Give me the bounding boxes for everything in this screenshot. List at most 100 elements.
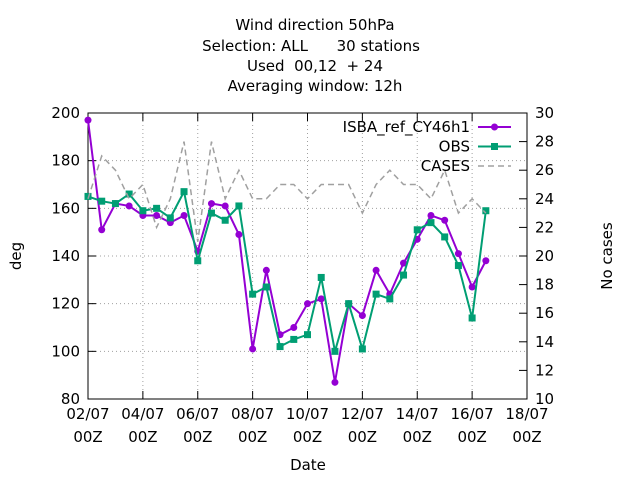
point: [153, 204, 161, 212]
point: [262, 283, 270, 291]
point: [249, 345, 257, 353]
y2-tick-label: 20: [535, 247, 554, 265]
point: [331, 378, 339, 386]
y2-tick-label: 10: [535, 390, 554, 408]
point: [166, 214, 174, 222]
legend-marker: [491, 123, 498, 131]
title-line: Used 00,12 + 24: [247, 57, 383, 75]
point: [290, 324, 298, 331]
x-tick-label-line: 00Z: [293, 428, 322, 446]
y2-tick-label: 16: [535, 304, 554, 322]
point: [207, 200, 215, 208]
point: [98, 226, 106, 234]
series-line: [87, 141, 487, 242]
point: [221, 202, 229, 210]
point: [139, 207, 147, 215]
point: [235, 231, 243, 239]
y2-tick-label: 26: [535, 161, 554, 179]
title-line: Averaging window: 12h: [228, 77, 403, 95]
x-axis-label: Date: [290, 456, 326, 474]
y-tick-label: 180: [51, 152, 80, 170]
x-tick-label-line: 04/07: [121, 405, 164, 423]
point: [454, 250, 462, 258]
point: [290, 335, 298, 343]
x-tick-label-line: 14/07: [396, 405, 439, 423]
x-tick-label-line: 00Z: [403, 428, 432, 446]
x-tick-label: 14/07 00Z: [396, 405, 439, 446]
point: [358, 312, 366, 320]
title-line: Wind direction 50hPa: [235, 16, 394, 34]
point: [386, 295, 394, 303]
x-tick-label-line: 06/07: [176, 405, 219, 423]
point: [221, 216, 229, 224]
x-tick-label-line: 12/07: [341, 405, 384, 423]
point: [358, 345, 366, 353]
point: [468, 283, 476, 291]
point: [153, 211, 161, 219]
point: [454, 262, 462, 270]
y2-tick-label: 12: [535, 361, 554, 379]
point: [180, 188, 188, 196]
point: [304, 300, 311, 308]
x-tick-label-line: 18/07: [505, 405, 548, 423]
y-tick-label: 160: [51, 199, 80, 217]
legend-label: ISBA_ref_CY46h1: [343, 118, 470, 137]
x-tick-label-line: 00Z: [73, 428, 102, 446]
point: [276, 343, 284, 351]
x-tick-label: 06/07 00Z: [176, 405, 219, 446]
x-tick-label-line: 00Z: [457, 428, 486, 446]
point: [427, 211, 435, 219]
point: [111, 200, 119, 208]
point: [194, 257, 202, 265]
point: [441, 216, 449, 224]
plot-border: [87, 112, 528, 400]
point: [304, 331, 311, 339]
x-tick-label-line: 02/07: [66, 405, 109, 423]
x-tick-label-line: 10/07: [286, 405, 329, 423]
point: [125, 190, 133, 198]
x-tick-label: 08/07 00Z: [231, 405, 274, 446]
x-tick-label: 02/07 00Z: [66, 405, 109, 446]
y2-tick-label: 28: [535, 133, 554, 151]
point: [400, 271, 408, 279]
point: [125, 202, 133, 210]
point: [345, 300, 353, 308]
point: [400, 259, 408, 267]
point: [235, 202, 243, 210]
point: [427, 219, 435, 227]
point: [249, 290, 257, 298]
point: [372, 266, 380, 274]
point: [262, 266, 270, 274]
y-tick-label: 200: [51, 104, 80, 122]
x-tick-label-line: 00Z: [238, 428, 267, 446]
point: [84, 116, 92, 124]
point: [180, 211, 188, 219]
y2-tick-label: 18: [535, 276, 554, 294]
point: [441, 233, 449, 241]
y2-tick-label: 24: [535, 190, 554, 208]
point: [207, 209, 215, 217]
y2-tick-label: 30: [535, 104, 554, 122]
point: [317, 273, 325, 281]
y2-axis-label: No cases: [598, 222, 616, 290]
y-tick-label: 100: [51, 342, 80, 360]
x-tick-label-line: 00Z: [183, 428, 212, 446]
x-tick-label: 10/07 00Z: [286, 405, 329, 446]
point: [468, 314, 476, 322]
point: [372, 290, 380, 298]
title: Wind direction 50hPa Selection: ALL 30 s…: [202, 16, 420, 95]
title-line: Selection: ALL 30 stations: [202, 37, 420, 55]
x-tick-label-line: 00Z: [512, 428, 541, 446]
y-tick-label: 120: [51, 295, 80, 313]
legend-label: CASES: [421, 157, 470, 175]
x-tick-label-line: 16/07: [451, 405, 494, 423]
y-tick-label: 140: [51, 247, 80, 265]
x-tick-label-line: 08/07: [231, 405, 274, 423]
x-tick-label-line: 00Z: [128, 428, 157, 446]
y-tick-label: 80: [61, 390, 80, 408]
x-tick-label-line: 00Z: [348, 428, 377, 446]
y-axis-label: deg: [7, 242, 25, 270]
x-tick-label: 18/07 00Z: [505, 405, 548, 446]
point: [98, 197, 106, 205]
